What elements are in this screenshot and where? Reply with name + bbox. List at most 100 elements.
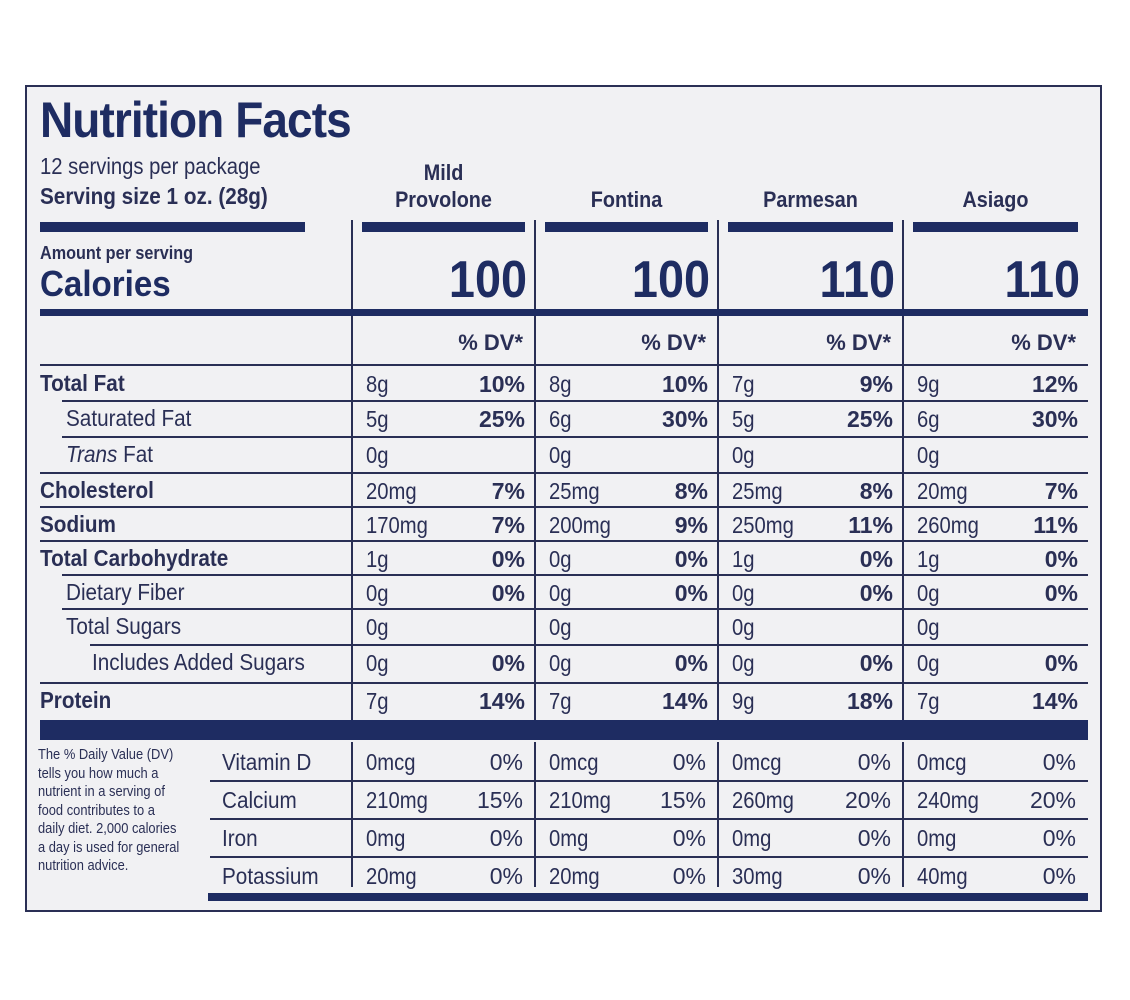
nutrient-amount: 9g — [732, 688, 755, 714]
nutrient-dv: 30% — [1031, 406, 1078, 432]
row-divider — [40, 682, 1088, 684]
vitamin-amount: 0mg — [732, 825, 772, 851]
nutrient-dv: 7% — [491, 478, 525, 504]
vitamin-dv: 15% — [476, 787, 523, 813]
nutrient-dv: 7% — [491, 512, 525, 538]
vitamin-amount: 20mg — [549, 863, 600, 889]
row-divider — [62, 436, 1088, 438]
vitamin-amount: 0mg — [549, 825, 589, 851]
nutrient-amount: 9g — [917, 371, 940, 397]
product-name: Parmesan — [763, 187, 858, 212]
product-name: Provolone — [395, 187, 492, 212]
nutrient-dv: 11% — [848, 512, 893, 538]
vitamin-dv: 0% — [672, 863, 706, 889]
nutrient-amount: 260mg — [917, 512, 979, 538]
label-title: Nutrition Facts — [40, 92, 352, 148]
nutrient-amount: 0g — [549, 580, 572, 606]
column-divider — [351, 220, 353, 720]
dv-header: % DV* — [826, 330, 891, 355]
nutrient-amount: 8g — [366, 371, 389, 397]
row-divider — [210, 818, 1088, 820]
vitamin-dv: 0% — [857, 863, 891, 889]
nutrient-dv: 14% — [478, 688, 525, 714]
nutrient-amount: 0g — [366, 442, 389, 468]
vitamin-amount: 20mg — [366, 863, 417, 889]
nutrient-amount: 200mg — [549, 512, 611, 538]
nutrient-label: Saturated Fat — [66, 405, 192, 431]
calories-label: Calories — [40, 263, 171, 304]
nutrient-amount: 250mg — [732, 512, 794, 538]
nutrient-amount: 6g — [549, 406, 572, 432]
nutrient-amount: 1g — [917, 546, 940, 572]
column-divider — [902, 742, 904, 887]
vitamin-dv: 0% — [857, 825, 891, 851]
nutrient-amount: 0g — [917, 650, 940, 676]
vitamin-dv: 0% — [672, 825, 706, 851]
nutrient-amount: 0g — [366, 650, 389, 676]
nutrient-amount: 5g — [732, 406, 755, 432]
column-divider — [534, 220, 536, 720]
vitamin-label: Potassium — [222, 863, 319, 889]
nutrient-amount: 0g — [549, 546, 572, 572]
vitamin-dv: 0% — [672, 749, 706, 775]
nutrient-amount: 7g — [366, 688, 389, 714]
product-name: Fontina — [590, 187, 663, 212]
calories-value: 100 — [448, 251, 527, 309]
bottom-bar — [208, 893, 1088, 901]
vitamin-amount: 0mcg — [732, 749, 782, 775]
product-name-line1: Mild — [423, 160, 464, 185]
nutrient-dv: 7% — [1044, 478, 1078, 504]
nutrient-amount: 25mg — [549, 478, 600, 504]
nutrient-dv: 8% — [674, 478, 708, 504]
nutrient-dv: 0% — [859, 546, 893, 572]
calories-value: 100 — [631, 251, 710, 309]
nutrient-amount: 8g — [549, 371, 572, 397]
vitamin-amount: 260mg — [732, 787, 794, 813]
vitamin-amount: 0mcg — [917, 749, 967, 775]
vitamin-dv: 15% — [659, 787, 706, 813]
nutrient-dv: 0% — [491, 546, 525, 572]
column-divider — [717, 220, 719, 720]
vitamin-dv: 0% — [1042, 863, 1076, 889]
nutrient-label: Sodium — [40, 511, 116, 537]
vitamin-dv: 0% — [489, 749, 523, 775]
nutrient-dv: 30% — [661, 406, 708, 432]
nutrient-dv: 10% — [661, 371, 708, 397]
nutrient-amount: 1g — [732, 546, 755, 572]
nutrient-amount: 7g — [917, 688, 940, 714]
serving-size-bar — [40, 222, 305, 232]
vitamin-dv: 0% — [1042, 749, 1076, 775]
nutrient-dv: 8% — [859, 478, 893, 504]
nutrient-dv: 0% — [674, 580, 708, 606]
nutrient-amount: 0g — [732, 614, 755, 640]
vitamin-label: Calcium — [222, 787, 297, 813]
nutrient-dv: 0% — [859, 580, 893, 606]
nutrient-dv: 0% — [1044, 580, 1078, 606]
nutrient-dv: 25% — [846, 406, 893, 432]
vitamin-amount: 240mg — [917, 787, 979, 813]
vitamin-dv: 0% — [489, 863, 523, 889]
nutrient-label: Cholesterol — [40, 477, 154, 503]
nutrient-dv: 0% — [1044, 546, 1078, 572]
vitamin-dv: 20% — [1029, 787, 1076, 813]
column-divider — [717, 742, 719, 887]
nutrient-dv: 0% — [491, 580, 525, 606]
nutrient-amount: 0g — [549, 614, 572, 640]
nutrient-amount: 0g — [732, 650, 755, 676]
row-divider — [210, 780, 1088, 782]
vitamin-amount: 30mg — [732, 863, 783, 889]
product-header-bar — [913, 222, 1078, 232]
nutrient-label: Total Carbohydrate — [40, 545, 229, 571]
row-divider — [62, 608, 1088, 610]
dv-header: % DV* — [1011, 330, 1076, 355]
nutrient-amount: 0g — [732, 580, 755, 606]
calories-value: 110 — [1004, 251, 1080, 309]
amount-per-serving: Amount per serving — [40, 243, 194, 263]
row-divider — [40, 472, 1088, 474]
row-divider — [40, 506, 1088, 508]
nutrient-amount: 20mg — [917, 478, 968, 504]
vitamin-dv: 0% — [489, 825, 523, 851]
nutrient-amount: 0g — [549, 442, 572, 468]
nutrient-dv: 0% — [1044, 650, 1078, 676]
nutrient-label: Dietary Fiber — [66, 579, 185, 605]
